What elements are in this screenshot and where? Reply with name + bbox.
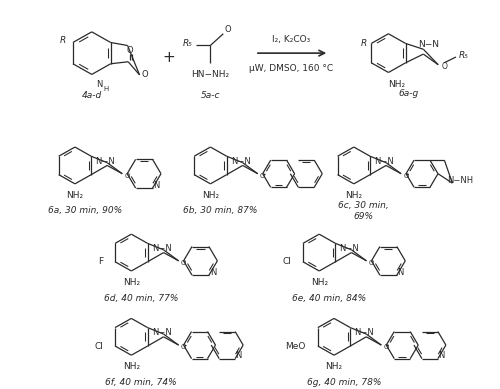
Text: NH₂: NH₂ <box>202 191 219 200</box>
Text: +: + <box>162 51 175 65</box>
Text: NH₂: NH₂ <box>123 278 140 287</box>
Text: N−N: N−N <box>340 244 359 253</box>
Text: 6f, 40 min, 74%: 6f, 40 min, 74% <box>106 378 177 387</box>
Text: N−N: N−N <box>96 157 115 166</box>
Text: NH₂: NH₂ <box>326 362 342 371</box>
Text: O: O <box>384 344 389 350</box>
Text: N: N <box>398 268 404 277</box>
Text: O: O <box>141 70 148 79</box>
Text: 6e, 40 min, 84%: 6e, 40 min, 84% <box>292 294 366 303</box>
Text: R₅: R₅ <box>183 39 192 48</box>
Text: O: O <box>441 62 447 71</box>
Text: N: N <box>210 268 216 277</box>
Text: R: R <box>360 39 366 48</box>
Text: O: O <box>225 25 232 34</box>
Text: Cl: Cl <box>94 342 103 350</box>
Text: N−N: N−N <box>152 328 172 337</box>
Text: 6g, 40 min, 78%: 6g, 40 min, 78% <box>307 378 381 387</box>
Text: N−N: N−N <box>152 244 172 253</box>
Text: I₂, K₂CO₃: I₂, K₂CO₃ <box>272 35 310 44</box>
Text: O: O <box>124 173 130 179</box>
Text: N−N: N−N <box>374 157 394 166</box>
Text: O: O <box>404 173 408 179</box>
Text: N−N: N−N <box>231 157 250 166</box>
Text: 4a-d: 4a-d <box>82 91 102 100</box>
Text: Cl: Cl <box>282 257 291 266</box>
Text: H: H <box>103 86 108 92</box>
Text: O: O <box>127 46 134 54</box>
Text: 6b, 30 min, 87%: 6b, 30 min, 87% <box>183 207 258 216</box>
Text: N−N: N−N <box>354 328 374 337</box>
Text: N−N: N−N <box>418 40 439 49</box>
Text: 6c, 30 min,
69%: 6c, 30 min, 69% <box>338 201 389 221</box>
Text: O: O <box>181 344 186 350</box>
Text: N: N <box>235 351 242 360</box>
Text: N−NH: N−NH <box>447 176 473 185</box>
Text: NH₂: NH₂ <box>66 191 84 200</box>
Text: 6a, 30 min, 90%: 6a, 30 min, 90% <box>48 207 122 216</box>
Text: NH₂: NH₂ <box>310 278 328 287</box>
Text: N: N <box>154 180 160 190</box>
Text: R₅: R₅ <box>459 51 469 60</box>
Text: N: N <box>438 351 444 360</box>
Text: N: N <box>96 80 103 89</box>
Text: MeO: MeO <box>286 342 306 350</box>
Text: 6d, 40 min, 77%: 6d, 40 min, 77% <box>104 294 178 303</box>
Text: F: F <box>98 257 103 266</box>
Text: NH₂: NH₂ <box>346 191 362 200</box>
Text: 5a-c: 5a-c <box>200 91 220 100</box>
Text: HN−NH₂: HN−NH₂ <box>192 70 230 79</box>
Text: O: O <box>260 173 266 179</box>
Text: O: O <box>369 260 374 266</box>
Text: O: O <box>181 260 186 266</box>
Text: μW, DMSO, 160 °C: μW, DMSO, 160 °C <box>250 64 334 73</box>
Text: 6a-g: 6a-g <box>398 89 418 98</box>
Text: R: R <box>60 36 66 45</box>
Text: NH₂: NH₂ <box>123 362 140 371</box>
Text: NH₂: NH₂ <box>388 80 405 89</box>
